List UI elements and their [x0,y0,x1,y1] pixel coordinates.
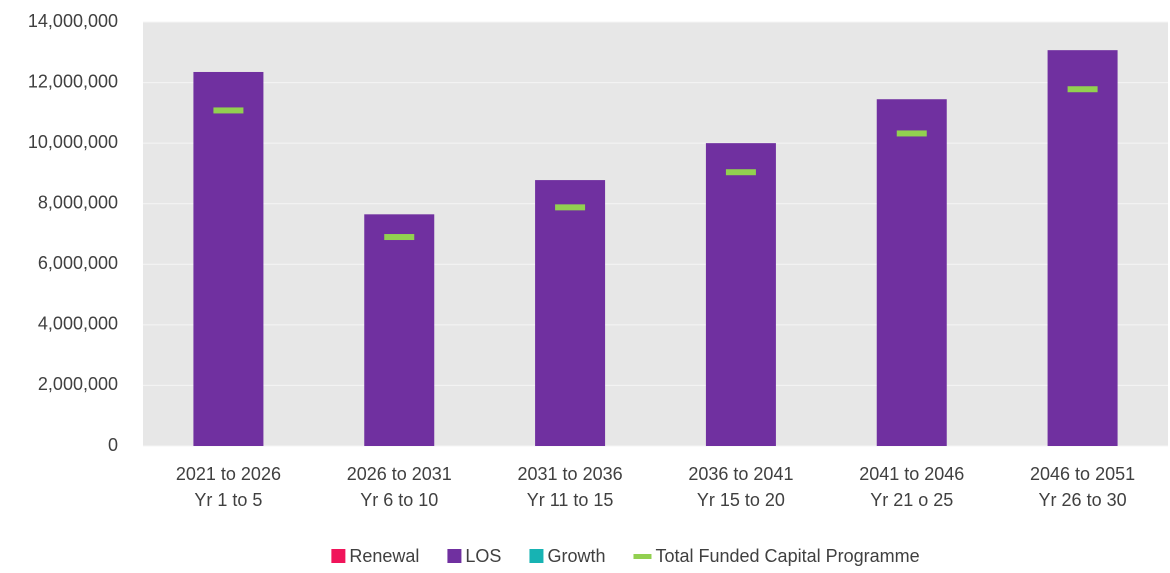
marker [725,169,756,176]
legend-label: LOS [465,546,501,566]
plot-area [143,22,1168,446]
marker [555,204,586,211]
marker [896,130,927,137]
x-tick-label: 2021 to 2026 [176,464,281,484]
bar [1047,50,1118,447]
x-tick-label: Yr 21 o 25 [870,490,953,510]
x-tick-label: 2026 to 2031 [347,464,452,484]
bar [876,99,947,446]
y-tick-label: 2,000,000 [38,374,118,394]
y-tick-label: 6,000,000 [38,253,118,273]
marker [1067,86,1098,93]
y-tick-label: 8,000,000 [38,192,118,212]
legend-label: Renewal [349,546,419,566]
x-tick-label: 2036 to 2041 [688,464,793,484]
legend-symbol [331,549,346,563]
x-tick-label: Yr 15 to 20 [697,490,785,510]
x-tick-label: Yr 6 to 10 [360,490,438,510]
y-tick-label: 4,000,000 [38,314,118,334]
x-tick-label: Yr 11 to 15 [527,490,614,510]
bar [535,180,606,446]
x-tick-label: 2046 to 2051 [1030,464,1135,484]
bar [705,143,776,446]
bar [364,214,435,446]
legend-label: Growth [547,546,605,566]
y-tick-label: 10,000,000 [28,132,118,152]
y-tick-label: 12,000,000 [28,71,118,91]
legend-symbol [633,554,652,559]
x-tick-label: 2031 to 2036 [518,464,623,484]
x-tick-label: Yr 1 to 5 [194,490,262,510]
y-tick-label: 14,000,000 [28,11,118,31]
y-tick-label: 0 [108,435,118,455]
legend-symbol [529,549,544,563]
legend-symbol [447,549,462,563]
x-tick-label: 2041 to 2046 [859,464,964,484]
bar [193,71,264,446]
marker [384,234,415,241]
legend-label: Total Funded Capital Programme [655,546,919,566]
x-tick-label: Yr 26 to 30 [1039,490,1127,510]
marker [213,107,244,114]
